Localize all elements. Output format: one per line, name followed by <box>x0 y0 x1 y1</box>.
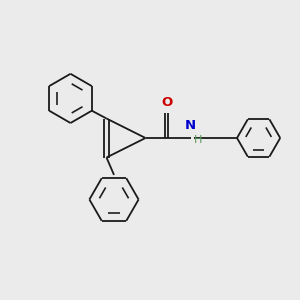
Text: O: O <box>161 96 172 109</box>
Text: H: H <box>194 135 202 146</box>
Text: N: N <box>184 119 196 132</box>
